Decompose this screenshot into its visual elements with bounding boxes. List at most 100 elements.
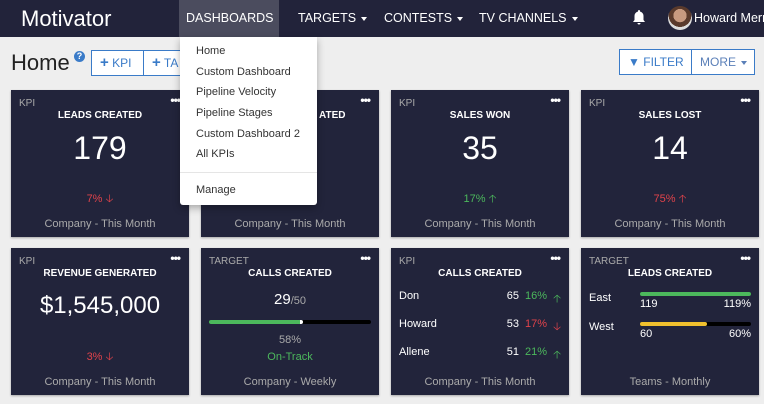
arrow-up-icon: 🡡 bbox=[488, 193, 497, 205]
arrow-up-icon: 🡡 bbox=[553, 293, 561, 305]
card-title: CALLS CREATED bbox=[248, 268, 332, 279]
status-label: On-Track bbox=[267, 351, 313, 363]
team-name: West bbox=[589, 321, 614, 333]
button-label: KPI bbox=[112, 56, 132, 70]
arrow-up-icon: 🡡 bbox=[678, 193, 687, 205]
card-type: KPI bbox=[399, 256, 416, 267]
caret-down-icon bbox=[571, 16, 578, 21]
filter-icon: ▼ bbox=[628, 55, 640, 69]
kpi-card-sales-won[interactable]: KPI ••• SALES WON 35 17% 🡡 Company - Thi… bbox=[391, 90, 569, 237]
card-change: 17% 🡡 bbox=[463, 193, 497, 205]
team-percent: 119% bbox=[723, 298, 751, 310]
brand-logo[interactable]: Motivator bbox=[21, 6, 112, 31]
more-options-icon[interactable]: ••• bbox=[740, 251, 751, 265]
card-value: $1,545,000 bbox=[39, 292, 161, 319]
card-change: 3% 🡣 bbox=[86, 351, 114, 363]
card-type: TARGET bbox=[589, 256, 629, 267]
menu-item-manage[interactable]: Manage bbox=[196, 184, 236, 196]
card-title: SALES WON bbox=[449, 110, 511, 121]
more-options-icon[interactable]: ••• bbox=[550, 93, 561, 107]
menu-item-pipeline-velocity[interactable]: Pipeline Velocity bbox=[196, 86, 277, 98]
user-name[interactable]: Howard Merro bbox=[694, 11, 764, 25]
target-value: 29/50 bbox=[274, 291, 306, 308]
button-label: MORE bbox=[700, 55, 736, 69]
card-change: 75% 🡡 bbox=[653, 193, 687, 205]
card-title: CALLS CREATED bbox=[438, 268, 522, 279]
team-percent: 60% bbox=[728, 328, 751, 340]
card-change: 7% 🡣 bbox=[86, 193, 114, 205]
add-target-button[interactable]: + TA bbox=[143, 50, 183, 76]
filter-button[interactable]: ▼ FILTER bbox=[619, 49, 692, 75]
card-footer: Company - This Month bbox=[44, 218, 156, 230]
menu-item-home[interactable]: Home bbox=[196, 45, 226, 57]
progress-bar bbox=[209, 320, 371, 324]
team-value: 60 bbox=[640, 328, 653, 340]
menu-item-custom-dashboard[interactable]: Custom Dashboard bbox=[196, 66, 291, 78]
card-title: LEADS CREATED bbox=[627, 268, 713, 279]
arrow-down-icon: 🡣 bbox=[105, 351, 114, 363]
nav-dashboards[interactable]: DASHBOARDS bbox=[179, 0, 279, 58]
arrow-up-icon: 🡡 bbox=[553, 349, 561, 361]
card-footer: Company - This Month bbox=[424, 376, 536, 388]
card-type: TARGET bbox=[209, 256, 249, 267]
arrow-down-icon: 🡣 bbox=[105, 193, 114, 205]
card-footer: Company - This Month bbox=[424, 218, 536, 230]
card-footer: Company - Weekly bbox=[243, 376, 337, 388]
page-title: Home bbox=[11, 50, 70, 75]
add-kpi-button[interactable]: + KPI bbox=[91, 50, 144, 76]
plus-icon: + bbox=[152, 54, 161, 71]
progress-percent: 58% bbox=[278, 334, 302, 346]
card-footer: Company - This Month bbox=[234, 218, 346, 230]
menu-item-all-kpis[interactable]: All KPIs bbox=[196, 148, 235, 160]
card-title: ATED bbox=[319, 110, 346, 121]
target-card-calls[interactable]: TARGET ••• CALLS CREATED 29/50 58% On-Tr… bbox=[201, 248, 379, 395]
card-footer: Teams - Monthly bbox=[629, 376, 711, 388]
more-options-icon[interactable]: ••• bbox=[360, 251, 371, 265]
bell-icon[interactable] bbox=[632, 9, 646, 25]
card-title: REVENUE GENERATED bbox=[43, 268, 157, 279]
avatar[interactable] bbox=[668, 6, 692, 30]
card-type: KPI bbox=[589, 98, 606, 109]
more-options-icon[interactable]: ••• bbox=[550, 251, 561, 265]
caret-down-icon bbox=[741, 60, 747, 65]
card-type: KPI bbox=[399, 98, 416, 109]
kpi-card-calls-leaderboard[interactable]: KPI ••• CALLS CREATED Don 65 16% 🡡 Howard 53… bbox=[391, 248, 569, 395]
card-value: 179 bbox=[73, 130, 127, 166]
help-icon[interactable]: ? bbox=[74, 51, 85, 62]
more-options-icon[interactable]: ••• bbox=[170, 251, 181, 265]
nav-contests[interactable]: CONTESTS bbox=[377, 0, 470, 37]
card-footer: Company - This Month bbox=[44, 376, 156, 388]
button-label: TA bbox=[163, 56, 179, 70]
card-value: 14 bbox=[652, 130, 688, 166]
team-progress-bar bbox=[640, 322, 751, 326]
more-options-icon[interactable]: ••• bbox=[360, 93, 371, 107]
target-card-leads-teams[interactable]: TARGET ••• LEADS CREATED East 119 119% W… bbox=[581, 248, 759, 395]
menu-item-custom-dashboard-2[interactable]: Custom Dashboard 2 bbox=[196, 128, 300, 140]
arrow-down-icon: 🡣 bbox=[553, 321, 561, 333]
caret-down-icon bbox=[361, 16, 368, 21]
nav-label: TARGETS bbox=[298, 11, 357, 25]
more-options-icon[interactable]: ••• bbox=[740, 93, 751, 107]
nav-label: CONTESTS bbox=[384, 11, 453, 25]
card-value: 35 bbox=[462, 130, 498, 166]
more-button[interactable]: MORE bbox=[691, 49, 755, 75]
nav-label: DASHBOARDS bbox=[186, 11, 274, 25]
top-nav: Motivator DASHBOARDS TARGETS CONTESTS TV… bbox=[0, 0, 764, 58]
more-options-icon[interactable]: ••• bbox=[170, 93, 181, 107]
plus-icon: + bbox=[100, 54, 109, 71]
card-type: KPI bbox=[19, 98, 36, 109]
card-title: SALES LOST bbox=[638, 110, 702, 121]
dashboards-dropdown-menu: Home Custom Dashboard Pipeline Velocity … bbox=[180, 37, 317, 205]
kpi-card-revenue[interactable]: KPI ••• REVENUE GENERATED $1,545,000 3% … bbox=[11, 248, 189, 395]
button-label: FILTER bbox=[643, 55, 684, 69]
card-type: KPI bbox=[19, 256, 36, 267]
team-progress-bar bbox=[640, 292, 751, 296]
kpi-card-sales-lost[interactable]: KPI ••• SALES LOST 14 75% 🡡 Company - Th… bbox=[581, 90, 759, 237]
nav-targets[interactable]: TARGETS bbox=[291, 0, 374, 37]
nav-tv-channels[interactable]: TV CHANNELS bbox=[472, 0, 585, 37]
nav-label: TV CHANNELS bbox=[479, 11, 567, 25]
kpi-card-leads-created[interactable]: KPI ••• LEADS CREATED 179 7% 🡣 Company -… bbox=[11, 90, 189, 237]
menu-item-pipeline-stages[interactable]: Pipeline Stages bbox=[196, 107, 273, 119]
card-footer: Company - This Month bbox=[614, 218, 726, 230]
team-value: 119 bbox=[640, 298, 658, 310]
